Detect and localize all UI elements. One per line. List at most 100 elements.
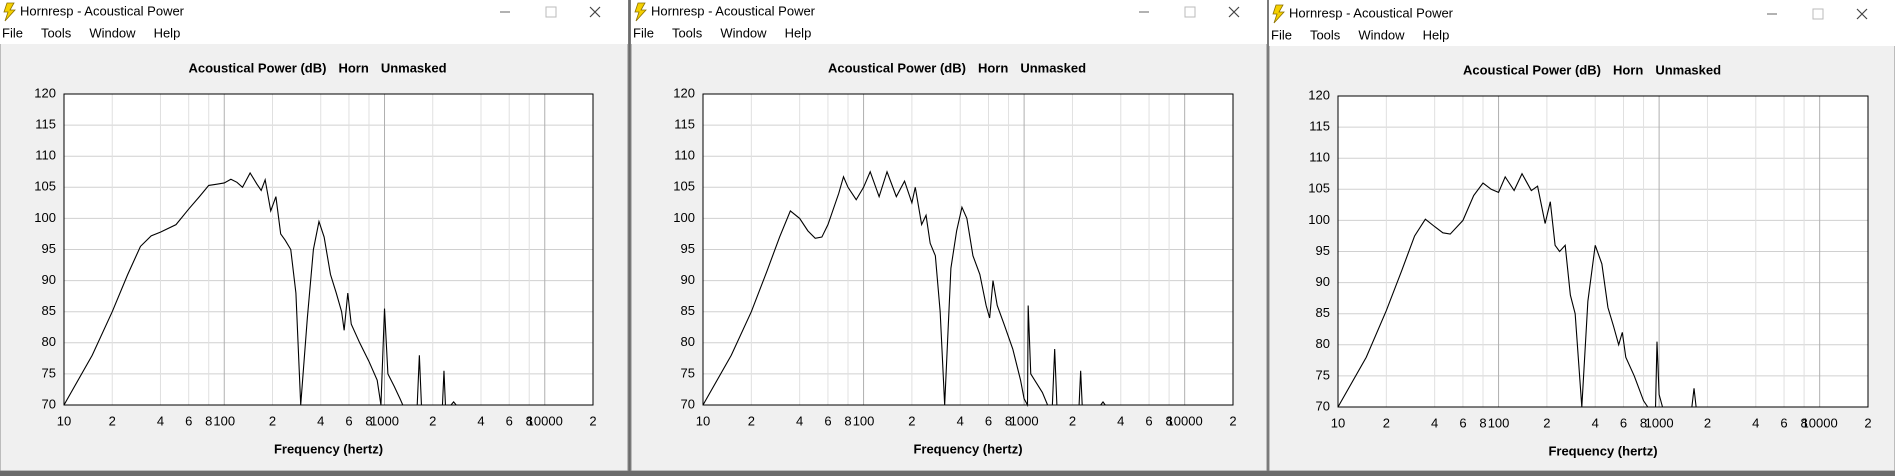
chart-mode: Horn [978, 60, 1008, 75]
x-tick-label: 6 [1620, 415, 1627, 430]
x-tick-label: 2 [1864, 415, 1871, 430]
window-title: Hornresp - Acoustical Power [651, 3, 816, 18]
x-tick-label: 1000 [370, 413, 399, 428]
menu-item[interactable]: File [633, 25, 654, 40]
menu-item[interactable]: File [2, 25, 23, 40]
menu-item[interactable]: Tools [41, 25, 72, 40]
x-tick-label: 8 [844, 413, 851, 428]
x-tick-label: 10 [57, 413, 71, 428]
x-tick-label: 4 [157, 413, 164, 428]
x-tick-label: 10000 [1167, 413, 1203, 428]
chart-title: Acoustical Power (dB) [828, 60, 966, 75]
y-tick-label: 75 [1316, 367, 1330, 382]
menu-item[interactable]: Help [1423, 27, 1450, 42]
x-tick-label: 8 [1640, 415, 1647, 430]
menu-item[interactable]: Tools [672, 25, 703, 40]
plot-border [702, 93, 1234, 406]
x-tick-label: 6 [345, 413, 352, 428]
y-tick-label: 70 [1316, 398, 1330, 413]
x-tick-label: 6 [185, 413, 192, 428]
y-tick-label: 80 [681, 334, 695, 349]
x-tick-label: 10 [696, 413, 710, 428]
y-tick-label: 120 [673, 85, 695, 100]
maximize-button[interactable] [1184, 6, 1196, 18]
y-tick-label: 90 [681, 272, 695, 287]
x-tick-label: 10000 [1802, 415, 1838, 430]
x-tick-label: 6 [1780, 415, 1787, 430]
menu-item[interactable]: Tools [1310, 27, 1341, 42]
y-tick-label: 100 [34, 210, 56, 225]
menu-item[interactable]: Help [785, 25, 812, 40]
y-tick-label: 75 [42, 365, 56, 380]
x-tick-label: 2 [908, 413, 915, 428]
maximize-button[interactable] [545, 6, 557, 18]
app-icon [634, 2, 647, 22]
y-tick-label: 75 [681, 365, 695, 380]
close-button[interactable] [1856, 8, 1868, 20]
y-tick-label: 120 [1308, 87, 1330, 102]
y-tick-label: 100 [1308, 212, 1330, 227]
x-tick-label: 8 [205, 413, 212, 428]
y-tick-label: 115 [674, 117, 695, 132]
x-axis-label: Frequency (hertz) [1548, 443, 1657, 458]
menu-bar [631, 24, 1267, 44]
y-tick-label: 80 [42, 334, 56, 349]
y-tick-label: 95 [42, 241, 56, 256]
window-title: Hornresp - Acoustical Power [20, 3, 185, 18]
menu-bar [0, 24, 628, 44]
x-tick-label: 10 [1331, 415, 1345, 430]
menu-item[interactable]: Help [154, 25, 181, 40]
y-tick-label: 95 [1316, 243, 1330, 258]
x-tick-label: 4 [1752, 415, 1759, 430]
chart-mask: Unmasked [381, 60, 447, 75]
x-tick-label: 2 [1383, 415, 1390, 430]
y-tick-label: 110 [35, 148, 56, 163]
x-tick-label: 8 [1479, 415, 1486, 430]
close-button[interactable] [589, 6, 601, 18]
power-curve [63, 171, 457, 406]
menu-item[interactable]: Window [720, 25, 767, 40]
x-tick-label: 4 [796, 413, 803, 428]
x-tick-label: 6 [985, 413, 992, 428]
y-tick-label: 100 [673, 210, 695, 225]
x-tick-label: 10000 [527, 413, 563, 428]
x-tick-label: 2 [589, 413, 596, 428]
x-tick-label: 2 [1229, 413, 1236, 428]
chart-mask: Unmasked [1020, 60, 1086, 75]
y-tick-label: 115 [1309, 119, 1330, 134]
chart-mode: Horn [1613, 62, 1643, 77]
x-tick-label: 6 [824, 413, 831, 428]
power-curve [702, 170, 1106, 408]
x-axis-label: Frequency (hertz) [913, 441, 1022, 456]
y-tick-label: 110 [1309, 150, 1330, 165]
x-tick-label: 100 [1488, 415, 1510, 430]
y-tick-label: 105 [34, 179, 56, 194]
y-tick-label: 70 [681, 396, 695, 411]
y-tick-label: 90 [1316, 274, 1330, 289]
title-bar [631, 0, 1267, 24]
y-tick-label: 80 [1316, 336, 1330, 351]
x-tick-label: 4 [1117, 413, 1124, 428]
y-tick-label: 70 [42, 396, 56, 411]
maximize-button[interactable] [1812, 8, 1824, 20]
y-tick-label: 105 [673, 179, 695, 194]
plot-border [63, 93, 594, 406]
x-tick-label: 1000 [1645, 415, 1674, 430]
chart-mask: Unmasked [1655, 62, 1721, 77]
title-bar [1269, 0, 1895, 26]
x-tick-label: 2 [269, 413, 276, 428]
y-tick-label: 105 [1308, 181, 1330, 196]
x-tick-label: 2 [1069, 413, 1076, 428]
y-tick-label: 115 [35, 117, 56, 132]
plot-border [1337, 95, 1869, 408]
close-button[interactable] [1228, 6, 1240, 18]
y-tick-label: 120 [34, 85, 56, 100]
x-tick-label: 8 [526, 413, 533, 428]
menu-item[interactable]: Window [1358, 27, 1405, 42]
menu-item[interactable]: File [1271, 27, 1292, 42]
x-tick-label: 4 [477, 413, 484, 428]
menu-item[interactable]: Window [89, 25, 136, 40]
x-tick-label: 100 [213, 413, 235, 428]
chart-title: Acoustical Power (dB) [1463, 62, 1601, 77]
x-axis-label: Frequency (hertz) [274, 441, 383, 456]
